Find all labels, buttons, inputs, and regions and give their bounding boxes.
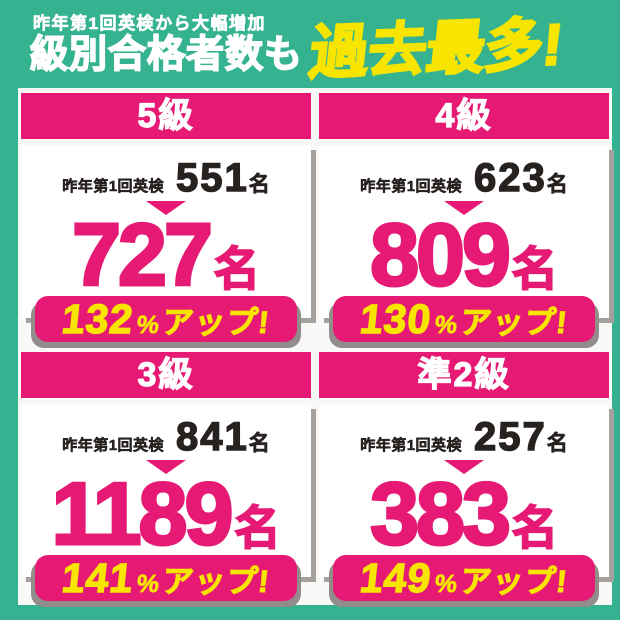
current-count-value: 809 [369, 205, 513, 304]
current-count-row: 1189 名 [21, 464, 311, 563]
card-grade-pre2: 準2級 昨年第1回英検 257 名 383 名 149 % アップ! [319, 352, 609, 601]
increase-percent-value: 130 [357, 295, 435, 342]
current-count-value: 1189 [50, 464, 235, 563]
card-grade-pre2-title-bar: 準2級 [319, 352, 609, 398]
card-grade-pre2-title: 準2級 [417, 356, 511, 394]
previous-count-row: 昨年第1回英検 257 名 [319, 415, 609, 459]
current-count-unit: 名 [511, 502, 559, 554]
increase-badge: 141 % アップ! [35, 554, 297, 601]
increase-percent-value: 149 [357, 554, 435, 601]
content-panel: 5級 昨年第1回英検 551 名 727 名 132 % アップ! [18, 88, 612, 605]
previous-count-value: 551 [175, 156, 249, 200]
previous-count-value: 841 [175, 415, 249, 459]
increase-label: アップ! [160, 304, 272, 340]
card-grade-5-body: 昨年第1回英検 551 名 727 名 132 % アップ! [21, 145, 311, 342]
current-count-row: 727 名 [21, 205, 311, 304]
percent-sign: % [135, 310, 161, 339]
previous-count-label: 昨年第1回英検 [62, 437, 165, 455]
previous-count-row: 昨年第1回英検 841 名 [21, 415, 311, 459]
card-grade-4-title-bar: 4級 [319, 93, 609, 139]
header-subtitle: 昨年第1回英検から大幅増加 [33, 14, 266, 34]
header-title-yellow: 過去最多! [305, 11, 567, 87]
current-count-unit: 名 [213, 243, 261, 295]
increase-badge: 149 % アップ! [333, 554, 595, 601]
previous-count-label: 昨年第1回英検 [360, 178, 463, 196]
current-count-value: 727 [71, 205, 215, 304]
previous-count-label: 昨年第1回英検 [360, 437, 463, 455]
increase-label: アップ! [458, 563, 570, 599]
card-grade-5-title-bar: 5級 [21, 93, 311, 139]
current-count-unit: 名 [511, 243, 559, 295]
card-grade-4-body: 昨年第1回英検 623 名 809 名 130 % アップ! [319, 145, 609, 342]
previous-count-value: 623 [473, 156, 547, 200]
card-grade-5: 5級 昨年第1回英検 551 名 727 名 132 % アップ! [21, 93, 311, 342]
header-title-white: 級別合格者数も [29, 34, 304, 77]
previous-count-unit: 名 [248, 432, 270, 456]
increase-label: アップ! [160, 563, 272, 599]
previous-count-unit: 名 [248, 173, 270, 197]
current-count-row: 809 名 [319, 205, 609, 304]
percent-sign: % [135, 569, 161, 598]
card-grade-3-title: 3級 [137, 356, 195, 394]
previous-count-unit: 名 [546, 432, 568, 456]
current-count-value: 383 [369, 464, 513, 563]
header: 昨年第1回英検から大幅増加 級別合格者数も 過去最多! [0, 0, 620, 88]
current-count-unit: 名 [234, 502, 282, 554]
previous-count-row: 昨年第1回英検 551 名 [21, 156, 311, 200]
increase-badge-text: 141 % アップ! [59, 554, 272, 601]
percent-sign: % [433, 569, 459, 598]
card-grade-5-title: 5級 [137, 97, 195, 135]
card-grade-3-body: 昨年第1回英検 841 名 1189 名 141 % アップ! [21, 404, 311, 601]
percent-sign: % [433, 310, 459, 339]
increase-badge: 130 % アップ! [333, 295, 595, 342]
increase-percent-value: 141 [59, 554, 137, 601]
card-grade-pre2-body: 昨年第1回英検 257 名 383 名 149 % アップ! [319, 404, 609, 601]
previous-count-label: 昨年第1回英検 [62, 178, 165, 196]
card-grade-4: 4級 昨年第1回英検 623 名 809 名 130 % アップ! [319, 93, 609, 342]
header-title: 級別合格者数も 過去最多! [29, 11, 567, 87]
previous-count-value: 257 [473, 415, 547, 459]
increase-badge-text: 132 % アップ! [59, 295, 272, 342]
increase-label: アップ! [458, 304, 570, 340]
previous-count-unit: 名 [546, 173, 568, 197]
increase-percent-value: 132 [59, 295, 137, 342]
previous-count-row: 昨年第1回英検 623 名 [319, 156, 609, 200]
increase-badge-text: 149 % アップ! [357, 554, 570, 601]
current-count-row: 383 名 [319, 464, 609, 563]
increase-badge: 132 % アップ! [35, 295, 297, 342]
card-grade-3: 3級 昨年第1回英検 841 名 1189 名 141 % アップ! [21, 352, 311, 601]
card-grade-3-title-bar: 3級 [21, 352, 311, 398]
increase-badge-text: 130 % アップ! [357, 295, 570, 342]
card-grade-4-title: 4級 [435, 97, 493, 135]
